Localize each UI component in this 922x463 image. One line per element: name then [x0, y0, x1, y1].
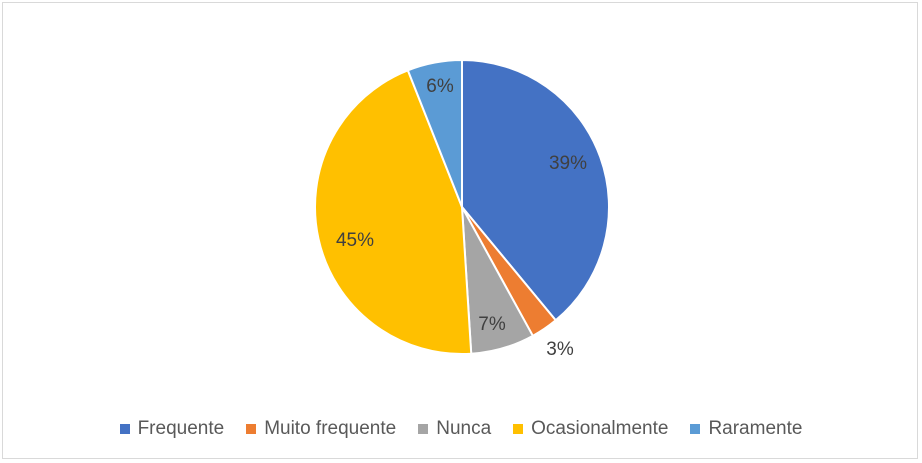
- legend-swatch-frequente: [119, 424, 130, 434]
- data-label-frequente: 39%: [549, 153, 587, 174]
- pie-slice-frequente: [461, 58, 610, 322]
- legend-item-raramente: Raramente: [690, 418, 802, 440]
- legend-item-nunca: Nunca: [418, 418, 491, 440]
- pie-slice-raramente: [406, 58, 463, 208]
- legend-label-muito-frequente: Muito frequente: [264, 418, 397, 439]
- legend-item-ocasionalmente: Ocasionalmente: [513, 418, 668, 440]
- data-label-ocasionalmente: 45%: [336, 230, 374, 251]
- pie-slice-ocasionalmente: [314, 69, 473, 355]
- legend-swatch-ocasionalmente: [513, 424, 524, 434]
- legend-item-frequente: Frequente: [119, 418, 225, 440]
- data-label-nunca: 7%: [478, 314, 506, 335]
- legend-label-nunca: Nunca: [436, 418, 492, 439]
- legend-item-muito-frequente: Muito frequente: [246, 418, 396, 440]
- data-label-raramente: 6%: [426, 76, 454, 97]
- legend-swatch-muito-frequente: [246, 424, 257, 434]
- legend-swatch-raramente: [690, 424, 701, 434]
- legend-label-frequente: Frequente: [137, 418, 225, 439]
- legend-label-raramente: Raramente: [708, 418, 803, 439]
- data-label-muito-frequente: 3%: [546, 339, 574, 360]
- legend: Frequente Muito frequente Nunca Ocasiona…: [0, 414, 922, 444]
- legend-swatch-nunca: [418, 424, 429, 434]
- legend-label-ocasionalmente: Ocasionalmente: [531, 418, 669, 439]
